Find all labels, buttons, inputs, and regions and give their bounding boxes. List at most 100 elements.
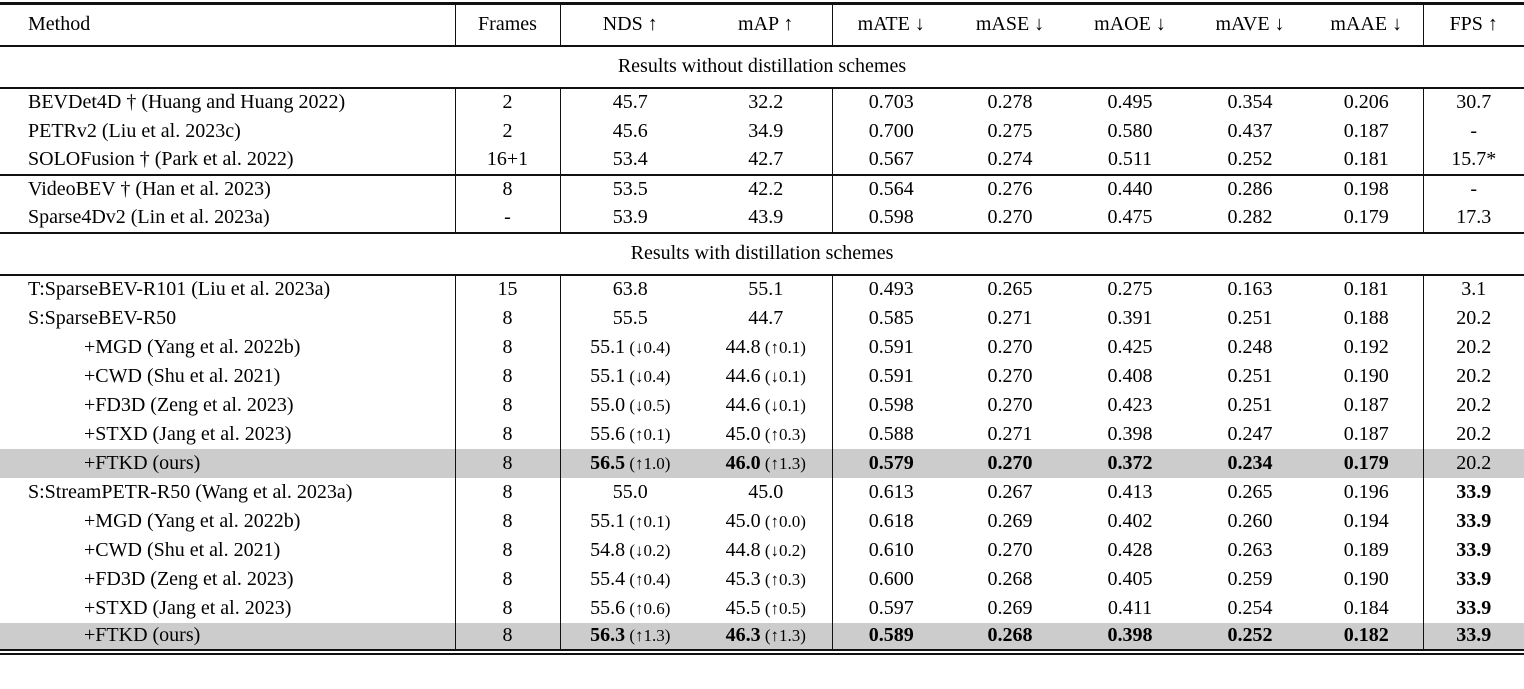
metric-delta: (↓0.5)	[625, 395, 671, 415]
metric-value: 0.475	[1107, 206, 1153, 228]
metric-value: 0.234	[1227, 451, 1273, 474]
metric-value: 0.187	[1343, 393, 1389, 416]
metric-value: 55.6	[590, 422, 626, 445]
mase-cell: 0.265	[950, 273, 1070, 304]
metric-value: 0.271	[987, 422, 1033, 445]
mave-cell: 0.260	[1190, 507, 1310, 536]
metric-value: 0.495	[1107, 91, 1153, 113]
maae-cell: 0.190	[1310, 361, 1424, 391]
nds-cell: 56.5 (↑1.0)	[560, 448, 700, 478]
metric-value: 0.600	[868, 567, 914, 590]
metric-value: 55.4	[590, 567, 626, 590]
metric-delta: (↑0.6)	[625, 598, 671, 618]
metric-value: 0.425	[1107, 335, 1153, 358]
metric-value: 0.437	[1227, 119, 1273, 142]
map-cell: 44.6 (↓0.1)	[700, 361, 833, 391]
map-cell: 55.1	[700, 273, 833, 304]
nds-cell: 55.5	[560, 304, 700, 333]
metric-value: 0.589	[868, 624, 914, 646]
metric-delta: (↑0.3)	[760, 424, 806, 444]
table-row: +FTKD (ours) 8 56.5 (↑1.0) 46.0 (↑1.3) 0…	[0, 448, 1524, 478]
metric-value: 0.493	[868, 278, 914, 300]
method-cell: BEVDet4D † (Huang and Huang 2022)	[0, 86, 456, 117]
metric-value: 55.6	[590, 596, 626, 619]
maae-cell: 0.188	[1310, 303, 1424, 333]
mase-cell: 0.270	[950, 333, 1070, 362]
map-cell: 42.7	[700, 145, 833, 175]
metric-value: 0.580	[1107, 119, 1153, 142]
metric-value: 0.372	[1107, 451, 1153, 474]
mase-cell: 0.278	[950, 86, 1070, 117]
table-row: S:StreamPETR-R50 (Wang et al. 2023a) 8 5…	[0, 477, 1524, 507]
frames-cell: 16+1	[455, 145, 561, 175]
map-cell: 44.6 (↓0.1)	[700, 390, 833, 420]
metric-value: 0.598	[868, 206, 914, 228]
mase-cell: 0.271	[950, 420, 1070, 449]
metric-value: 8	[502, 178, 513, 200]
fps-cell: 17.3	[1423, 204, 1524, 233]
maae-cell: 0.187	[1310, 390, 1424, 420]
col-header-mase: mASE ↓	[950, 3, 1070, 47]
mave-cell: 0.259	[1190, 565, 1310, 594]
metric-value: 0.184	[1343, 596, 1389, 619]
metric-delta: (↑0.5)	[760, 598, 806, 618]
metric-value: 0.270	[987, 364, 1033, 387]
metric-value: 45.0	[748, 480, 784, 503]
maae-cell: 0.198	[1310, 173, 1424, 204]
mase-cell: 0.270	[950, 391, 1070, 420]
metric-delta: (↑1.3)	[625, 626, 671, 645]
metric-delta: (↑0.1)	[625, 511, 671, 531]
metric-value: 0.269	[987, 509, 1033, 532]
metric-value: 0.179	[1343, 451, 1389, 474]
metric-value: 34.9	[748, 119, 784, 142]
maoe-cell: 0.391	[1070, 304, 1190, 333]
col-header-nds: NDS ↑	[560, 3, 700, 47]
map-cell: 45.0 (↑0.0)	[700, 506, 833, 536]
metric-value: 63.8	[612, 278, 648, 300]
metric-value: 44.7	[748, 306, 784, 329]
metric-delta: (↓0.2)	[625, 540, 671, 560]
metric-value: 0.610	[868, 538, 914, 561]
nds-cell: 53.9	[560, 204, 700, 233]
fps-cell: 20.2	[1423, 448, 1524, 478]
mave-cell: 0.251	[1190, 304, 1310, 333]
nds-cell: 55.1 (↓0.4)	[560, 362, 700, 391]
mave-cell: 0.286	[1190, 173, 1310, 204]
metric-delta: (↓0.1)	[760, 366, 806, 386]
metric-value: 0.198	[1343, 178, 1389, 200]
fps-cell: 33.9	[1423, 536, 1524, 565]
map-cell: 32.2	[700, 86, 833, 117]
map-cell: 44.7	[700, 303, 833, 333]
maoe-cell: 0.408	[1070, 362, 1190, 391]
nds-cell: 53.4	[560, 146, 700, 175]
col-header-maoe: mAOE ↓	[1070, 3, 1190, 47]
metric-value: 0.597	[868, 596, 914, 619]
map-cell: 34.9	[700, 116, 833, 146]
nds-cell: 45.6	[560, 117, 700, 146]
metric-value: 0.428	[1107, 538, 1153, 561]
frames-cell: 8	[455, 506, 561, 536]
metric-value: 0.423	[1107, 393, 1153, 416]
col-header-mave: mAVE ↓	[1190, 3, 1310, 47]
frames-cell: 8	[455, 593, 561, 623]
metric-value: 0.408	[1107, 364, 1153, 387]
maae-cell: 0.206	[1310, 86, 1424, 117]
col-header-frames: Frames	[455, 3, 561, 47]
fps-cell: 33.9	[1423, 507, 1524, 536]
fps-cell: -	[1423, 117, 1524, 146]
method-cell: +STXD (Jang et al. 2023)	[0, 593, 456, 623]
mave-cell: 0.263	[1190, 536, 1310, 565]
mase-cell: 0.271	[950, 304, 1070, 333]
mave-cell: 0.252	[1190, 622, 1310, 652]
maoe-cell: 0.372	[1070, 448, 1190, 478]
metric-value: 20.2	[1456, 306, 1492, 329]
metric-value: 0.268	[987, 567, 1033, 590]
mave-cell: 0.247	[1190, 420, 1310, 449]
metric-value: 20.2	[1456, 335, 1492, 358]
metric-value: 0.187	[1343, 422, 1389, 445]
table-row: BEVDet4D † (Huang and Huang 2022) 2 45.7…	[0, 86, 1524, 117]
metric-value: -	[1470, 178, 1478, 200]
metric-value: 0.405	[1107, 567, 1153, 590]
maoe-cell: 0.423	[1070, 391, 1190, 420]
metric-value: 0.274	[987, 148, 1033, 170]
